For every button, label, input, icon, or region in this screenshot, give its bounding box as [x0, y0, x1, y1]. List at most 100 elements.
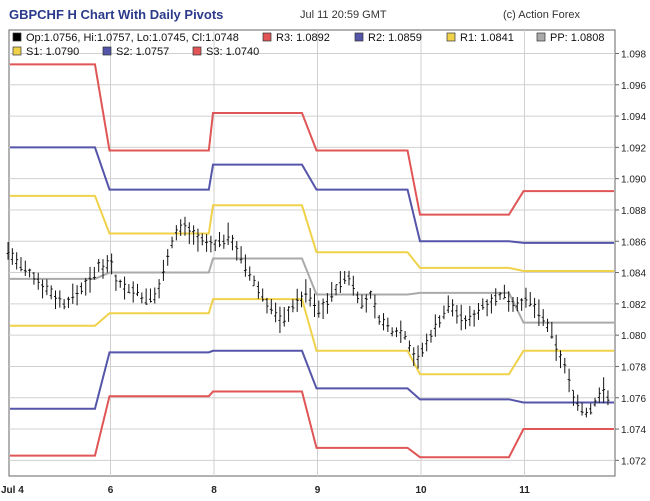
price-bar — [524, 287, 528, 308]
legend-swatch — [12, 32, 22, 42]
price-bar — [407, 340, 411, 352]
price-bar — [494, 288, 498, 306]
price-bar — [105, 255, 109, 273]
price-bar — [110, 253, 114, 275]
x-tick-label: 9 — [315, 485, 321, 496]
pivot-line-pp — [10, 257, 614, 324]
legend-swatch — [12, 46, 22, 56]
y-tick-label: 1.088 — [621, 206, 646, 217]
y-tick-label: 1.090 — [621, 175, 646, 186]
legend-swatch — [536, 32, 546, 42]
price-bar — [58, 290, 62, 308]
legend-swatch — [354, 32, 364, 42]
price-bar — [330, 282, 334, 302]
y-tick-label: 1.084 — [621, 269, 646, 280]
price-bar — [239, 246, 243, 264]
legend-label: S3: 1.0740 — [206, 46, 259, 58]
price-bar — [265, 297, 269, 314]
price-bar — [485, 299, 489, 317]
legend-label: Op:1.0756, Hi:1.0757, Lo:1.0745, Cl:1.07… — [26, 32, 239, 44]
price-bar — [287, 306, 291, 322]
price-bar — [528, 292, 532, 307]
price-bar — [282, 307, 286, 327]
y-tick-label: 1.080 — [621, 331, 646, 342]
x-tick-label: 6 — [108, 485, 114, 496]
price-bar — [88, 266, 92, 293]
price-bar — [347, 270, 351, 286]
price-bar — [136, 283, 140, 297]
price-bar — [278, 306, 282, 334]
price-bar — [373, 294, 377, 319]
price-bar — [41, 279, 45, 299]
price-bar — [399, 320, 403, 343]
price-bar — [127, 284, 131, 294]
price-bar — [218, 231, 222, 248]
price-bar — [360, 294, 364, 309]
x-tick-label: 8 — [211, 485, 217, 496]
price-bar — [235, 241, 239, 261]
price-bar — [338, 271, 342, 293]
price-bar — [114, 274, 118, 291]
price-bar — [15, 252, 19, 270]
price-bar — [54, 290, 58, 310]
price-bar — [321, 298, 325, 319]
price-bar — [274, 302, 278, 323]
legend-label: S2: 1.0757 — [116, 46, 169, 58]
legend-swatch — [262, 32, 272, 42]
price-bar — [200, 233, 204, 246]
price-bar — [442, 305, 446, 320]
pivot-line-s3 — [10, 390, 614, 459]
price-bar — [325, 293, 329, 314]
price-bar — [468, 305, 472, 327]
pivot-line-r2 — [10, 146, 614, 244]
price-bar — [464, 315, 468, 330]
price-bar — [584, 407, 588, 418]
price-bar — [554, 334, 558, 361]
price-bar — [420, 342, 424, 357]
legend-item: S3: 1.0740 — [192, 46, 259, 58]
price-bar — [36, 272, 40, 290]
price-bar — [248, 266, 252, 281]
y-tick-label: 1.078 — [621, 362, 646, 373]
price-bar — [602, 377, 606, 404]
price-bar — [416, 345, 420, 369]
legend-item: R1: 1.0841 — [446, 32, 514, 44]
legend-item: S2: 1.0757 — [102, 46, 169, 58]
price-bar — [351, 275, 355, 296]
price-bar — [451, 299, 455, 317]
price-bar — [187, 222, 191, 245]
y-tick-label: 1.076 — [621, 394, 646, 405]
y-tick-label: 1.094 — [621, 112, 646, 123]
price-bar — [144, 288, 148, 305]
price-bar — [386, 317, 390, 333]
pivot-line-r1 — [10, 194, 614, 272]
pivot-line-s2 — [10, 349, 614, 410]
price-bar — [571, 389, 575, 406]
price-bar — [243, 254, 247, 277]
price-bar — [533, 297, 537, 319]
y-tick-label: 1.086 — [621, 237, 646, 248]
price-bar — [390, 327, 394, 337]
chart-title: GBPCHF H Chart With Daily Pivots — [9, 7, 224, 22]
price-bar — [489, 294, 493, 314]
price-bar — [446, 295, 450, 314]
price-bar — [161, 259, 165, 281]
price-bar — [541, 309, 545, 327]
price-bar — [269, 299, 273, 315]
price-bar — [66, 296, 70, 309]
price-bar — [546, 318, 550, 333]
legend-item: R2: 1.0859 — [354, 32, 422, 44]
price-bar — [92, 267, 96, 280]
credit-text: (c) Action Forex — [503, 9, 581, 21]
x-tick-label: 11 — [519, 485, 530, 496]
price-bar — [403, 331, 407, 340]
price-bar — [550, 321, 554, 339]
price-bar — [222, 234, 226, 249]
price-bar — [123, 276, 127, 300]
price-bar — [597, 387, 601, 403]
price-bar — [174, 225, 178, 241]
price-bar — [196, 228, 200, 252]
price-bar — [364, 294, 368, 313]
price-bar — [317, 300, 321, 318]
